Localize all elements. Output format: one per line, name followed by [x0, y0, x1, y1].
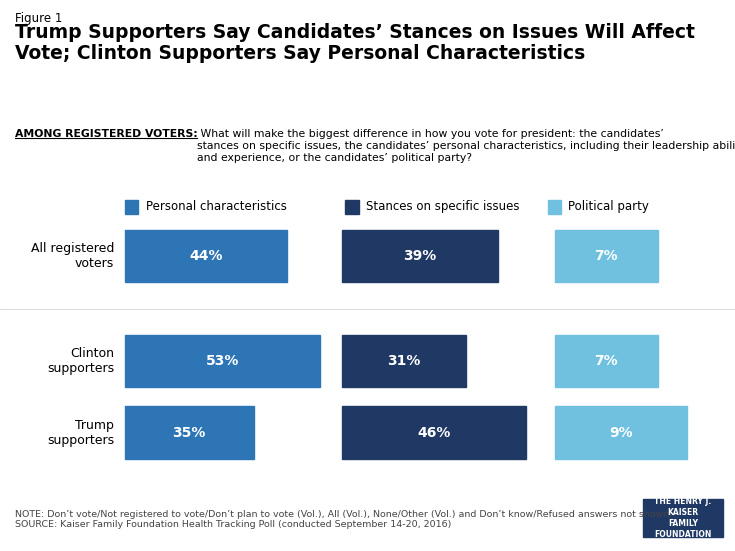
- Text: Political party: Political party: [568, 200, 649, 213]
- Bar: [555, 335, 658, 387]
- Text: Stances on specific issues: Stances on specific issues: [366, 200, 520, 213]
- Text: AMONG REGISTERED VOTERS:: AMONG REGISTERED VOTERS:: [15, 129, 198, 139]
- Text: 7%: 7%: [595, 249, 618, 263]
- Bar: [125, 407, 254, 458]
- Text: Trump
supporters: Trump supporters: [47, 419, 114, 446]
- Text: Figure 1: Figure 1: [15, 12, 62, 25]
- Bar: [342, 407, 526, 458]
- Text: Trump Supporters Say Candidates’ Stances on Issues Will Affect
Vote; Clinton Sup: Trump Supporters Say Candidates’ Stances…: [15, 23, 695, 63]
- Text: 46%: 46%: [417, 425, 451, 440]
- Bar: [125, 335, 320, 387]
- Text: All registered
voters: All registered voters: [31, 242, 114, 270]
- Bar: [643, 499, 723, 537]
- Text: 9%: 9%: [609, 425, 633, 440]
- Text: 7%: 7%: [595, 354, 618, 368]
- Text: 44%: 44%: [189, 249, 223, 263]
- Text: Personal characteristics: Personal characteristics: [146, 200, 287, 213]
- Bar: [345, 199, 359, 213]
- Bar: [548, 199, 561, 213]
- Text: 53%: 53%: [206, 354, 239, 368]
- Bar: [342, 230, 498, 282]
- Bar: [555, 407, 687, 458]
- Bar: [125, 199, 138, 213]
- Text: 39%: 39%: [403, 249, 437, 263]
- Text: THE HENRY J.
KAISER
FAMILY
FOUNDATION: THE HENRY J. KAISER FAMILY FOUNDATION: [654, 497, 711, 539]
- Text: NOTE: Don’t vote/Not registered to vote/Don’t plan to vote (Vol.), All (Vol.), N: NOTE: Don’t vote/Not registered to vote/…: [15, 510, 672, 529]
- Text: 31%: 31%: [387, 354, 420, 368]
- Text: What will make the biggest difference in how you vote for president: the candida: What will make the biggest difference in…: [198, 129, 735, 163]
- Text: Clinton
supporters: Clinton supporters: [47, 347, 114, 375]
- Bar: [555, 230, 658, 282]
- Bar: [342, 335, 465, 387]
- Text: 35%: 35%: [173, 425, 206, 440]
- Bar: [125, 230, 287, 282]
